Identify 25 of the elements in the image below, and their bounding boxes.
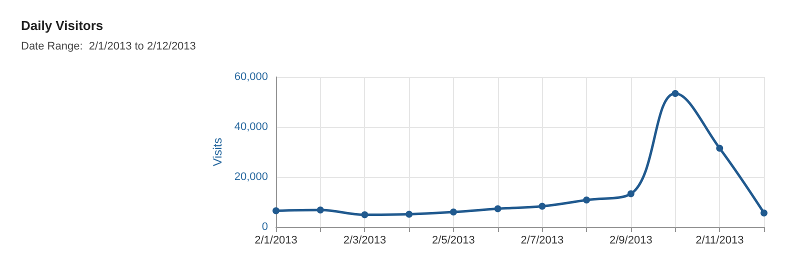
point	[672, 90, 679, 97]
point	[538, 202, 546, 210]
x-tick-label: 2/1/2013	[254, 234, 298, 246]
x-tick-label: 2/7/2013	[520, 234, 564, 246]
text: Date Range: 2/1/2013 to 2/12/2013	[21, 40, 196, 52]
text: Daily Visitors	[21, 18, 104, 33]
point	[316, 206, 324, 214]
point	[272, 207, 280, 214]
point	[361, 211, 368, 218]
point	[494, 205, 502, 212]
y-tick-label: 20,000	[234, 171, 268, 183]
point	[760, 210, 768, 216]
point	[627, 190, 634, 198]
point	[583, 196, 590, 204]
y-tick-label: 60,000	[234, 71, 268, 83]
y-tick-label: 40,000	[234, 121, 268, 133]
x-tick-label: 2/9/2013	[609, 234, 652, 246]
x-tick-label: 2/11/2013	[696, 234, 744, 246]
point	[450, 208, 457, 216]
y-tick-label: 0	[262, 221, 268, 233]
point	[406, 210, 413, 218]
x-tick-label: 2/5/2013	[432, 234, 475, 246]
x-tick-label: 2/3/2013	[343, 234, 386, 246]
y-axis-title: Visits	[210, 138, 224, 166]
point	[716, 144, 724, 152]
